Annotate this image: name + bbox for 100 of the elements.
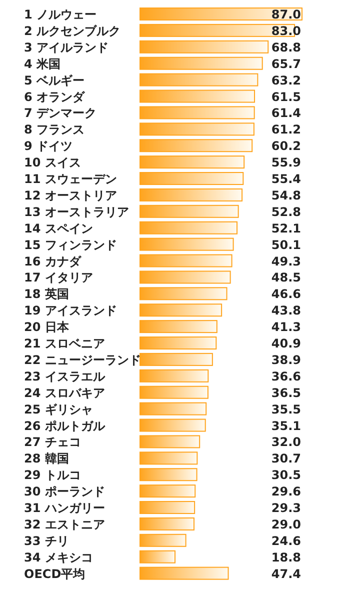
- bar: [140, 156, 245, 169]
- data-label: 52.8: [271, 204, 301, 219]
- data-label: 61.5: [271, 90, 301, 104]
- data-label: 50.1: [271, 238, 301, 252]
- bar: [140, 8, 302, 20]
- data-label: 55.4: [271, 172, 301, 186]
- data-label: 61.4: [271, 106, 301, 120]
- bar: [140, 435, 200, 448]
- y-tick-label: 7 デンマーク: [24, 106, 97, 120]
- data-label: 18.8: [271, 550, 301, 564]
- bar: [140, 304, 222, 317]
- y-tick-label: 20 日本: [24, 320, 70, 334]
- y-tick-label: 1 ノルウェー: [24, 8, 97, 22]
- data-label: 24.6: [271, 534, 301, 548]
- data-label: 30.7: [271, 452, 301, 466]
- y-tick-label: 26 ポルトガル: [24, 418, 106, 433]
- y-tick-label: 4 米国: [24, 56, 61, 71]
- y-tick-label: 22 ニュージーランド: [24, 352, 141, 367]
- bar: [140, 320, 218, 334]
- y-tick-label: 28 韓国: [24, 452, 69, 466]
- data-label: 41.3: [271, 320, 301, 334]
- y-tick-label: 27 チェコ: [24, 435, 81, 450]
- y-tick-label: 21 スロベニア: [24, 336, 105, 350]
- data-label: 35.5: [271, 402, 301, 416]
- bar: [140, 418, 206, 432]
- data-label: 61.2: [271, 122, 301, 137]
- bar: [140, 566, 229, 580]
- data-label: 49.3: [271, 254, 301, 268]
- bar: [140, 352, 213, 366]
- bar: [140, 534, 186, 547]
- bar: [140, 73, 258, 86]
- y-tick-label: 24 スロバキア: [24, 386, 105, 400]
- data-label: 29.6: [271, 484, 301, 499]
- bar: [140, 287, 228, 300]
- bar: [140, 56, 263, 70]
- y-tick-label: OECD平均: [24, 566, 86, 581]
- data-label: 54.8: [271, 188, 301, 202]
- bar: [140, 188, 243, 202]
- data-label: 43.8: [271, 304, 301, 318]
- bar: [140, 468, 198, 482]
- y-tick-label: 15 フィンランド: [24, 238, 117, 252]
- data-label: 38.9: [271, 352, 301, 367]
- y-tick-label: 19 アイスランド: [24, 304, 117, 318]
- data-label: 29.3: [271, 501, 301, 515]
- data-label: 48.5: [271, 270, 301, 285]
- y-tick-label: 12 オーストリア: [24, 188, 117, 202]
- y-tick-label: 2 ルクセンブルク: [24, 24, 121, 38]
- bar: [140, 517, 194, 530]
- y-tick-label: 5 ベルギー: [24, 73, 85, 88]
- y-tick-label: 32 エストニア: [24, 517, 105, 532]
- bar: [140, 484, 196, 498]
- y-tick-label: 34 メキシコ: [24, 550, 93, 564]
- bar: [140, 238, 234, 251]
- y-tick-label: 29 トルコ: [24, 468, 81, 482]
- y-tick-label: 17 イタリア: [24, 270, 93, 285]
- y-tick-label: 9 ドイツ: [24, 139, 73, 154]
- y-tick-label: 33 チリ: [24, 534, 69, 548]
- data-label: 32.0: [271, 435, 301, 450]
- y-tick-label: 31 ハンガリー: [24, 501, 105, 515]
- y-tick-label: 8 フランス: [24, 122, 85, 137]
- y-tick-label: 18 英国: [24, 287, 69, 302]
- bar: [140, 550, 176, 564]
- data-label: 55.9: [271, 156, 301, 170]
- bar: [140, 122, 254, 136]
- data-label: 46.6: [271, 287, 301, 302]
- bar: [140, 369, 209, 382]
- y-tick-label: 23 イスラエル: [24, 369, 106, 384]
- bar: [140, 139, 253, 152]
- y-tick-label: 11 スウェーデン: [24, 172, 117, 186]
- bar: [140, 452, 198, 465]
- data-label: 36.6: [271, 369, 301, 384]
- bar: [140, 402, 207, 416]
- data-label: 52.1: [271, 221, 301, 236]
- bar: [140, 270, 231, 284]
- bar: [140, 172, 244, 185]
- data-label: 29.0: [271, 517, 301, 532]
- y-tick-label: 10 スイス: [24, 156, 81, 170]
- bar: [140, 106, 255, 120]
- data-label: 63.2: [271, 73, 301, 88]
- data-label: 87.0: [271, 8, 301, 22]
- data-label: 30.5: [271, 468, 301, 482]
- data-label: 60.2: [271, 139, 301, 154]
- y-tick-label: 25 ギリシャ: [24, 402, 93, 416]
- data-label: 40.9: [271, 336, 301, 350]
- bar: [140, 386, 208, 399]
- bar: [140, 90, 256, 103]
- y-tick-label: 13 オーストラリア: [24, 204, 129, 219]
- y-tick-label: 14 スペイン: [24, 221, 93, 236]
- bar: [140, 336, 217, 350]
- data-label: 65.7: [271, 56, 301, 71]
- y-tick-label: 6 オランダ: [24, 90, 86, 104]
- y-tick-label: 3 アイルランド: [24, 40, 109, 54]
- data-label: 35.1: [271, 418, 301, 433]
- data-label: 36.5: [271, 386, 301, 400]
- y-tick-label: 16 カナダ: [24, 254, 82, 268]
- bar: [140, 204, 239, 218]
- data-label: 47.4: [271, 566, 301, 581]
- bar: [140, 221, 238, 234]
- bar: [140, 501, 196, 514]
- bar: [140, 40, 269, 54]
